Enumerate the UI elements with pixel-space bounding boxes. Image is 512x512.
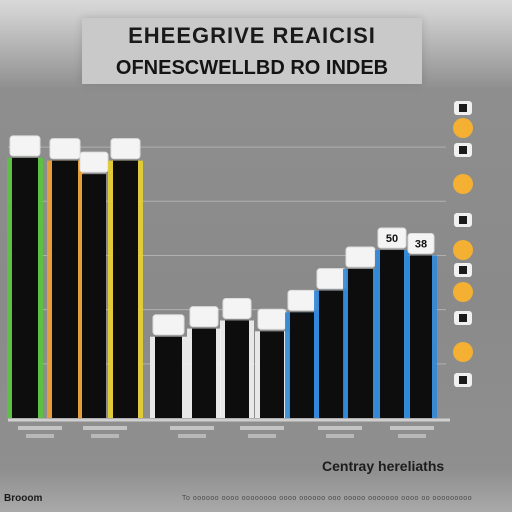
bar [82,174,106,418]
legend-marker-square-inner [459,104,467,112]
x-tick-smudge [18,426,62,430]
bar-data-label: 38 [415,238,427,250]
legend-marker-circle [453,342,473,362]
bar [225,320,249,418]
bar [290,312,314,418]
x-tick-smudge [91,434,119,438]
bar [113,160,138,419]
footnote: To oooooo oooo oooooooo oooo oooooo ooo … [182,495,473,502]
x-axis-label: Centray hereliaths [322,458,445,474]
bar [12,157,38,418]
chart-subtitle: OFNESCWELLBD RO INDEB [115,57,389,79]
x-tick-smudge [83,426,127,430]
bar-label-box [407,232,435,254]
bar [410,255,432,418]
bar-label-box [152,314,185,336]
bar [260,331,284,418]
x-tick-smudge [178,434,206,438]
legend-marker-square-inner [459,266,467,274]
x-tick-smudge [390,426,434,430]
x-tick-smudge [170,426,214,430]
bar [380,250,404,418]
legend-marker-square-inner [459,216,467,224]
bar-label-box [287,289,317,311]
bar-label-box [79,151,109,173]
bar [348,269,373,418]
legend-marker-circle [453,240,473,260]
x-tick-smudge [398,434,426,438]
bar-label-box [257,308,287,330]
bar-label-box [316,268,347,290]
bar-label-box [110,138,141,160]
bar-label-box [345,246,376,268]
chart-title: EHEEGRIVE REAICISI [128,23,376,48]
bar [319,290,344,418]
bar [155,336,182,418]
bar-label-box [222,297,252,319]
bar-label-box [189,306,219,328]
legend-marker-square-inner [459,376,467,384]
x-tick-smudge [240,426,284,430]
corner-label: Brooom [4,493,43,504]
legend-marker-circle [453,174,473,194]
x-tick-smudge [318,426,362,430]
legend-marker-circle [453,282,473,302]
bar-label-box [49,138,81,160]
bar-label-box [9,135,41,157]
legend-marker-circle [453,118,473,138]
x-tick-smudge [248,434,276,438]
bar [192,328,216,418]
bar-label-box [377,227,407,249]
title-band [82,18,422,84]
x-tick-smudge [26,434,54,438]
legend-marker-square-inner [459,314,467,322]
x-tick-smudge [326,434,354,438]
bar [52,160,78,419]
legend-marker-square-inner [459,146,467,154]
bar-data-label: 50 [386,233,398,245]
